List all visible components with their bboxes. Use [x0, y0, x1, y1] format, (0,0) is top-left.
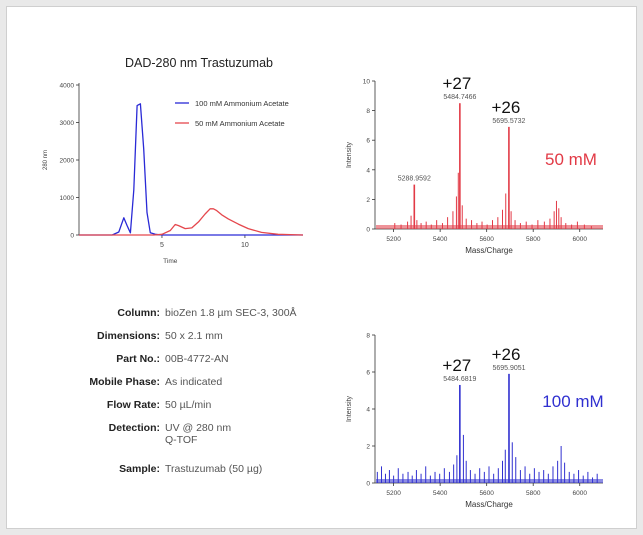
- info-row-detection: Detection: UV @ 280 nm Q-TOF: [47, 422, 347, 463]
- info-row-flow-rate: Flow Rate: 50 µL/min: [47, 399, 347, 422]
- x-tick-label: 5400: [433, 490, 448, 497]
- y-tick-label: 4: [366, 167, 370, 174]
- x-tick-label: 5400: [433, 236, 448, 243]
- info-row-part-no: Part No.: 00B-4772-AN: [47, 353, 347, 376]
- y-tick-label: 2000: [60, 158, 75, 165]
- method-info-table: Column: bioZen 1.8 µm SEC-3, 300Å Dimens…: [47, 307, 347, 486]
- info-label: Mobile Phase:: [89, 376, 160, 388]
- figure-panel: DAD-280 nm Trastuzumab 0 1000 2000 3000 4000 5…: [6, 6, 637, 529]
- x-tick-label: 5800: [526, 236, 541, 243]
- info-value: 00B-4772-AN: [165, 353, 229, 365]
- charge-state-label: +26: [491, 98, 520, 117]
- info-row-dimensions: Dimensions: 50 x 2.1 mm: [47, 330, 347, 353]
- info-value: 50 x 2.1 mm: [165, 330, 223, 342]
- info-label: Flow Rate:: [106, 399, 160, 411]
- x-tick-label: 5600: [479, 490, 494, 497]
- x-tick-label: 10: [241, 242, 249, 249]
- mass-spectrum-100mm: 0 2 4 6 8 5200 5400 5600 5800 6000 Mass/Charge Inte…: [346, 333, 604, 510]
- y-tick-label: 3000: [60, 120, 75, 127]
- y-tick-label: 0: [366, 481, 370, 488]
- chromatogram-chart: DAD-280 nm Trastuzumab 0 1000 2000 3000 4000 5…: [43, 56, 304, 265]
- x-axis-label: Mass/Charge: [465, 246, 513, 255]
- x-tick-label: 6000: [573, 490, 588, 497]
- x-tick-label: 5600: [479, 236, 494, 243]
- x-tick-label: 5200: [386, 490, 401, 497]
- x-tick-label: 5: [160, 242, 164, 249]
- legend-entry: 50 mM Ammonium Acetate: [195, 119, 285, 128]
- peak-mass-label: 5288.9592: [398, 176, 431, 183]
- x-axis-label: Time: [163, 258, 178, 265]
- y-axis-label: Intensity: [346, 141, 353, 168]
- peak-mass-label: 5484.6819: [443, 376, 476, 383]
- y-axis-label: 280 nm: [43, 150, 49, 170]
- y-tick-label: 8: [366, 333, 370, 340]
- info-row-mobile-phase: Mobile Phase: As indicated: [47, 376, 347, 399]
- y-tick-label: 0: [70, 233, 74, 240]
- x-tick-label: 6000: [573, 236, 588, 243]
- charge-state-label: +27: [442, 74, 471, 93]
- info-label: Sample:: [119, 463, 160, 475]
- y-tick-label: 2: [366, 444, 370, 451]
- chart-title: DAD-280 nm Trastuzumab: [125, 56, 273, 70]
- info-value: As indicated: [165, 376, 223, 388]
- y-tick-label: 1000: [60, 195, 75, 202]
- charge-state-label: +27: [442, 356, 471, 375]
- y-tick-label: 10: [363, 79, 371, 86]
- info-label: Detection:: [108, 422, 160, 434]
- info-row-column: Column: bioZen 1.8 µm SEC-3, 300Å: [47, 307, 347, 330]
- y-tick-label: 8: [366, 108, 370, 115]
- peak-mass-label: 5484.7466: [443, 94, 476, 101]
- mass-spectrum-50mm: 0 2 4 6 8 10 5200 5400 5600 5800 6000 Mass/Charge In…: [346, 74, 603, 255]
- series-line-1: [79, 103, 303, 236]
- peak-mass-label: 5695.9051: [492, 365, 525, 372]
- y-tick-label: 2: [366, 197, 370, 204]
- y-tick-label: 4: [366, 407, 370, 414]
- condition-label: 50 mM: [545, 150, 597, 169]
- info-value: bioZen 1.8 µm SEC-3, 300Å: [165, 307, 297, 319]
- legend-entry: 100 mM Ammonium Acetate: [195, 99, 289, 108]
- x-tick-label: 5800: [526, 490, 541, 497]
- info-label: Part No.:: [116, 353, 160, 365]
- x-axis-label: Mass/Charge: [465, 500, 513, 509]
- y-tick-label: 4000: [60, 83, 75, 90]
- peak-mass-label: 5695.5732: [492, 118, 525, 125]
- info-value: Trastuzumab (50 µg): [165, 463, 263, 475]
- info-value: 50 µL/min: [165, 399, 212, 411]
- y-axis-label: Intensity: [346, 395, 353, 422]
- info-label: Column:: [117, 307, 160, 319]
- condition-label: 100 mM: [542, 392, 603, 411]
- y-tick-label: 6: [366, 138, 370, 145]
- info-label: Dimensions:: [96, 330, 160, 342]
- y-tick-label: 0: [366, 227, 370, 234]
- x-tick-label: 5200: [386, 236, 401, 243]
- charge-state-label: +26: [492, 345, 521, 364]
- series-line-2: [79, 208, 304, 236]
- info-value: UV @ 280 nm Q-TOF: [165, 422, 232, 446]
- y-tick-label: 6: [366, 370, 370, 377]
- info-row-sample: Sample: Trastuzumab (50 µg): [47, 463, 347, 486]
- baseline-noise: [376, 225, 603, 229]
